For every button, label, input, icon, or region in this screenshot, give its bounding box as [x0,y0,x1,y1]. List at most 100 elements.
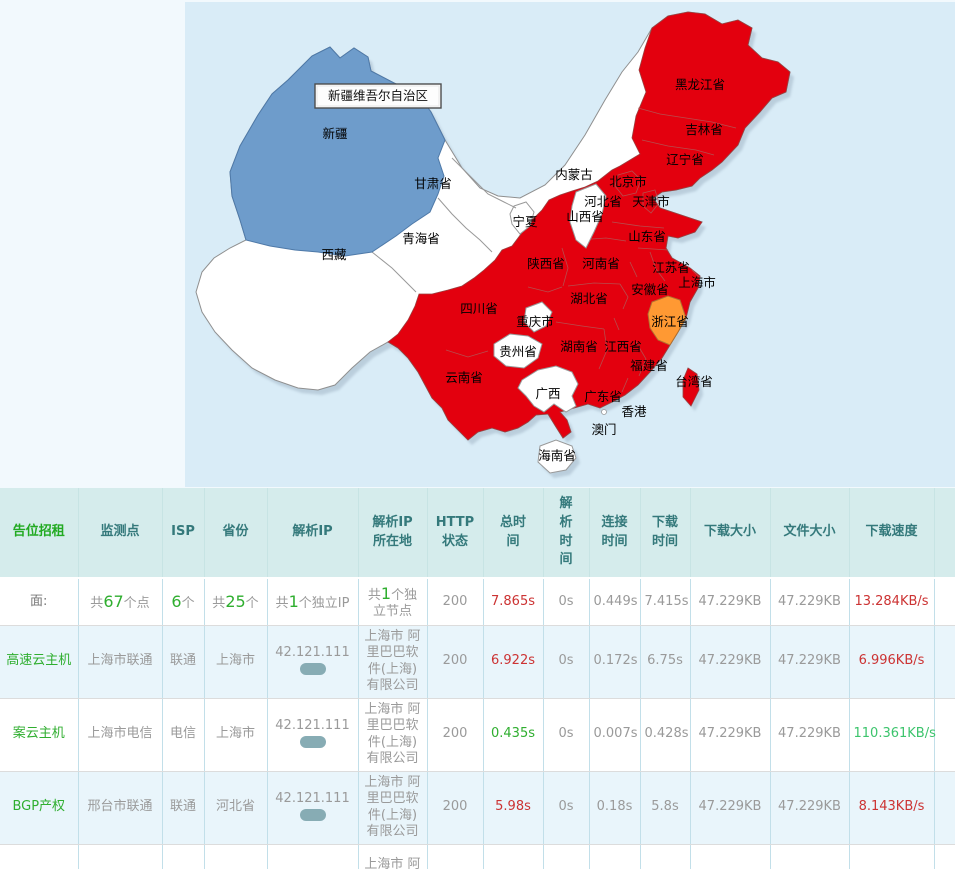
column-header: HTTP 状态 [427,488,484,579]
cell-text: 0s [558,726,574,742]
cell-text: 67 [103,591,124,611]
value-cell[interactable]: 查 [934,625,955,699]
value-cell: 7.415s [640,578,691,626]
cell-text: 1 [288,591,299,611]
value-cell: 邢台市联通 [78,771,163,845]
value-cell: 47.229KB [690,698,771,772]
column-header: 告位招租 [0,488,79,579]
value-cell: 0.428s [640,698,691,772]
column-header: 监测点 [78,488,163,579]
value-cell [589,844,641,869]
value-cell: 47.229KB [770,625,850,699]
value-cell: 共1个独立IP [267,578,359,626]
value-cell [934,844,955,869]
cell-text: 0.172s [593,653,638,669]
cell-text: 0.18s [596,799,633,815]
cell-text: 110.361KB/s [853,726,936,742]
monitor-name-cell[interactable]: 高速云主机 [0,625,79,699]
province-guangxi[interactable] [517,365,579,413]
cell-text: 8.143KB/s [858,799,925,815]
value-cell: 6.75s [640,625,691,699]
result-row: 案云主机 上海市电信 电信 上海市 42.121.111 上海市 阿里巴巴软件(上海)有限… [0,698,955,772]
cell-text: 上海市 阿里巴巴软件(上海)有限公司 [364,775,421,839]
province-label: 澳门 [591,422,616,437]
monitor-name-cell: 面: [0,578,79,626]
province-ningxia[interactable] [509,201,535,235]
value-cell[interactable]: 查 [934,698,955,772]
macau-dot[interactable] [601,409,607,415]
result-row: 高速云主机 上海市联通 联通 上海市 42.121.111 上海市 阿里巴巴软件(上海)有… [0,625,955,699]
cell-text: 个 [181,595,195,611]
cell-text: 6 [171,591,182,611]
cell-text: 6.922s [491,653,535,669]
value-cell: 8.143KB/s [849,771,935,845]
value-cell [204,844,268,869]
value-cell: 42.121.111 [267,771,359,845]
province-label: 云南省 [445,370,483,385]
province-label: 湖南省 [560,339,598,354]
value-cell: 42.121.111 [267,698,359,772]
province-label: 江苏省 [652,260,690,275]
column-header: 文件大小 [770,488,850,579]
cell-text: 25 [225,591,246,611]
link-text[interactable]: 案云主机 [12,726,65,742]
link-text[interactable]: BGP产权 [12,799,66,815]
province-label: 黑龙江省 [675,77,725,92]
value-cell: 上海市 [204,698,268,772]
link-text[interactable]: 高速云主机 [6,653,72,669]
value-cell: 200 [427,771,484,845]
value-cell: 200 [427,698,484,772]
map-tooltip: 新疆维吾尔自治区 [314,83,442,109]
value-cell: 上海市电信 [78,698,163,772]
province-zhejiang[interactable] [647,295,687,346]
cell-text: 个 [245,595,259,611]
cell-text: 0s [558,593,574,609]
value-cell: 6个 [162,578,205,626]
white-region-borders [371,157,517,293]
province-label: 辽宁省 [666,152,704,167]
monitor-name-cell[interactable]: BGP产权 [0,771,79,845]
value-cell: 0.172s [589,625,641,699]
province-label: 浙江省 [651,314,689,329]
value-cell: 上海市 [204,625,268,699]
value-cell[interactable]: 查 [934,771,955,845]
cell-text: 47.229KB [778,653,841,669]
column-header: 下载速度 [849,488,935,579]
province-label: 甘肃省 [414,176,452,191]
cell-text: 47.229KB [698,653,762,669]
province-label: 山西省 [566,209,604,224]
province-shanxi[interactable] [569,183,607,249]
province-label: 吉林省 [685,122,723,137]
cell-text: 47.229KB [778,593,841,609]
value-cell: 上海市 阿里巴巴软件(上海)有限公司 [358,771,428,845]
monitor-name-cell[interactable]: 案云主机 [0,698,79,772]
province-hainan[interactable] [537,439,577,474]
cell-text: 上海市 [215,726,255,742]
cell-text: 5.8s [651,799,679,815]
province-label: 广西 [535,386,560,401]
cell-text: 0.428s [644,726,689,742]
column-header: 省份 [204,488,268,579]
province-label: 天津市 [632,194,670,209]
value-cell [427,844,484,869]
value-cell: 6.922s [483,625,544,699]
province-label: 西藏 [321,247,347,262]
value-cell: 0.435s [483,698,544,772]
tooltip-text: 新疆维吾尔自治区 [328,88,428,103]
province-chongqing[interactable] [523,301,553,333]
province-label: 海南省 [538,448,576,463]
value-cell: 0.449s [589,578,641,626]
cell-text: 47.229KB [698,799,762,815]
cell-text: 电信 [169,726,196,742]
province-taiwan[interactable] [682,367,700,407]
results-body: 面: 共67个点 6个 共25个 共1个独立IP 共1个独立节点 200 7.865s 0s 0.… [0,578,955,869]
value-cell: 上海市 阿里巴巴软件(上海)有限公司 [358,698,428,772]
cell-text: 1 [380,583,392,603]
cell-text: 共 [275,595,289,611]
province-label: 台湾省 [675,374,713,389]
cell-text: 47.229KB [698,593,762,609]
value-cell: 6.996KB/s [849,625,935,699]
value-cell: 联通 [162,771,205,845]
province-guizhou[interactable] [493,333,543,369]
value-cell: 47.229KB [770,578,850,626]
